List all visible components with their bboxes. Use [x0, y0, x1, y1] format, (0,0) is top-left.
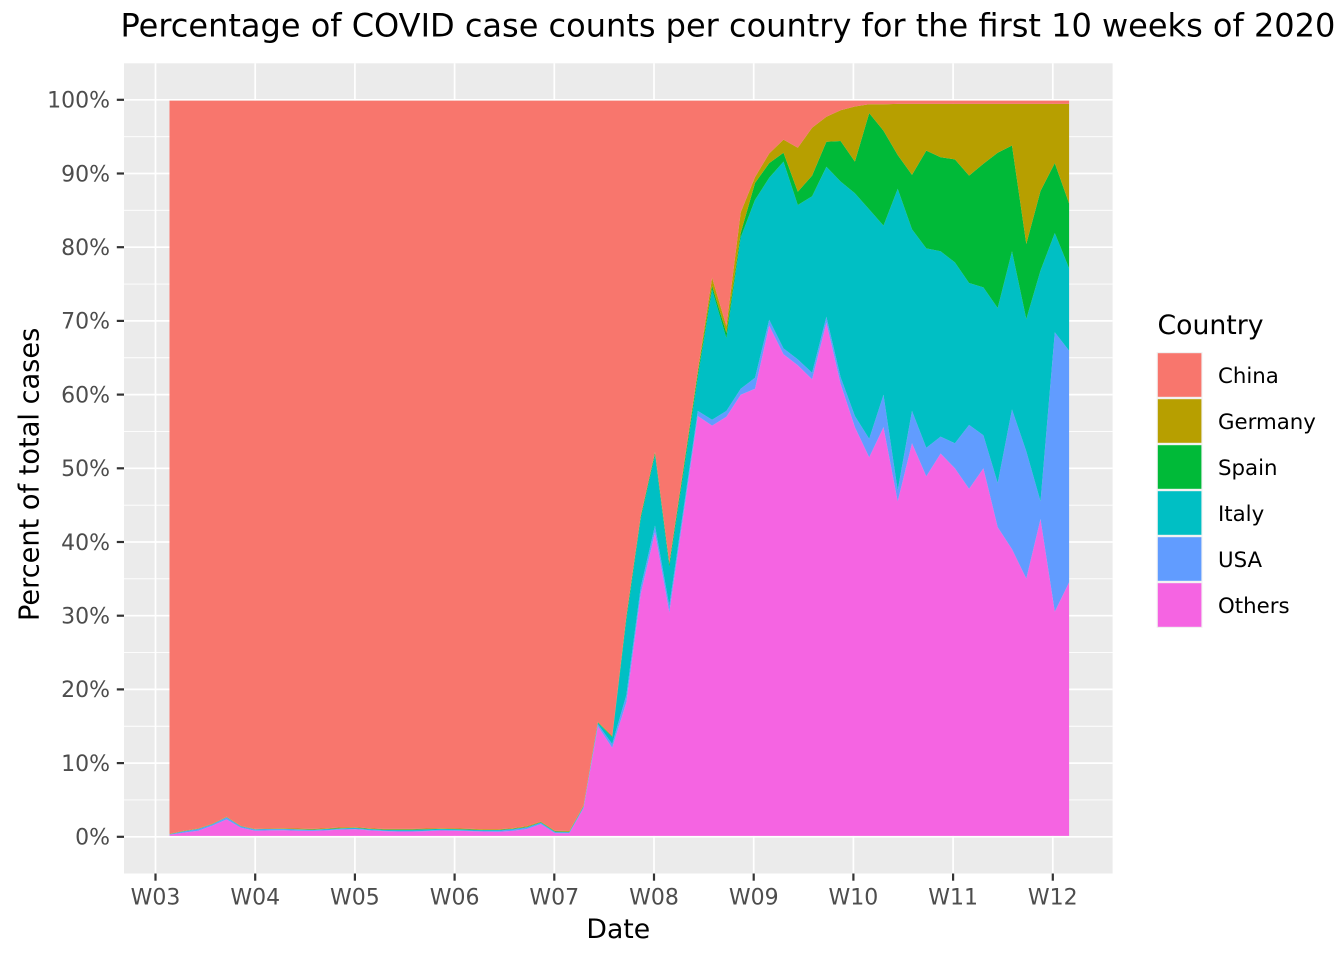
- svg-text:10%: 10%: [61, 752, 110, 777]
- svg-text:China: China: [1218, 364, 1279, 389]
- svg-text:W09: W09: [729, 885, 779, 910]
- svg-text:50%: 50%: [61, 457, 110, 482]
- svg-text:60%: 60%: [61, 383, 110, 408]
- svg-text:Others: Others: [1218, 594, 1290, 619]
- svg-text:30%: 30%: [61, 605, 110, 630]
- svg-text:Germany: Germany: [1218, 410, 1316, 435]
- svg-text:Italy: Italy: [1218, 502, 1264, 527]
- svg-text:90%: 90%: [61, 162, 110, 187]
- svg-text:USA: USA: [1218, 548, 1263, 573]
- svg-text:W08: W08: [629, 885, 679, 910]
- svg-text:W04: W04: [230, 885, 280, 910]
- svg-text:20%: 20%: [61, 678, 110, 703]
- svg-text:W11: W11: [928, 885, 978, 910]
- svg-text:W10: W10: [829, 885, 879, 910]
- svg-text:Percentage of COVID case count: Percentage of COVID case counts per coun…: [121, 7, 1336, 45]
- svg-text:W03: W03: [131, 885, 181, 910]
- svg-text:40%: 40%: [61, 531, 110, 556]
- svg-text:W06: W06: [430, 885, 480, 910]
- svg-text:100%: 100%: [47, 89, 110, 114]
- svg-text:W05: W05: [330, 885, 380, 910]
- svg-text:80%: 80%: [61, 236, 110, 261]
- svg-text:W12: W12: [1028, 885, 1078, 910]
- svg-text:70%: 70%: [61, 310, 110, 335]
- svg-text:Country: Country: [1158, 310, 1264, 341]
- svg-text:Date: Date: [586, 914, 650, 945]
- svg-text:Spain: Spain: [1218, 456, 1278, 481]
- svg-text:0%: 0%: [75, 826, 110, 851]
- svg-text:W07: W07: [529, 885, 579, 910]
- svg-text:Percent of total cases: Percent of total cases: [15, 328, 46, 621]
